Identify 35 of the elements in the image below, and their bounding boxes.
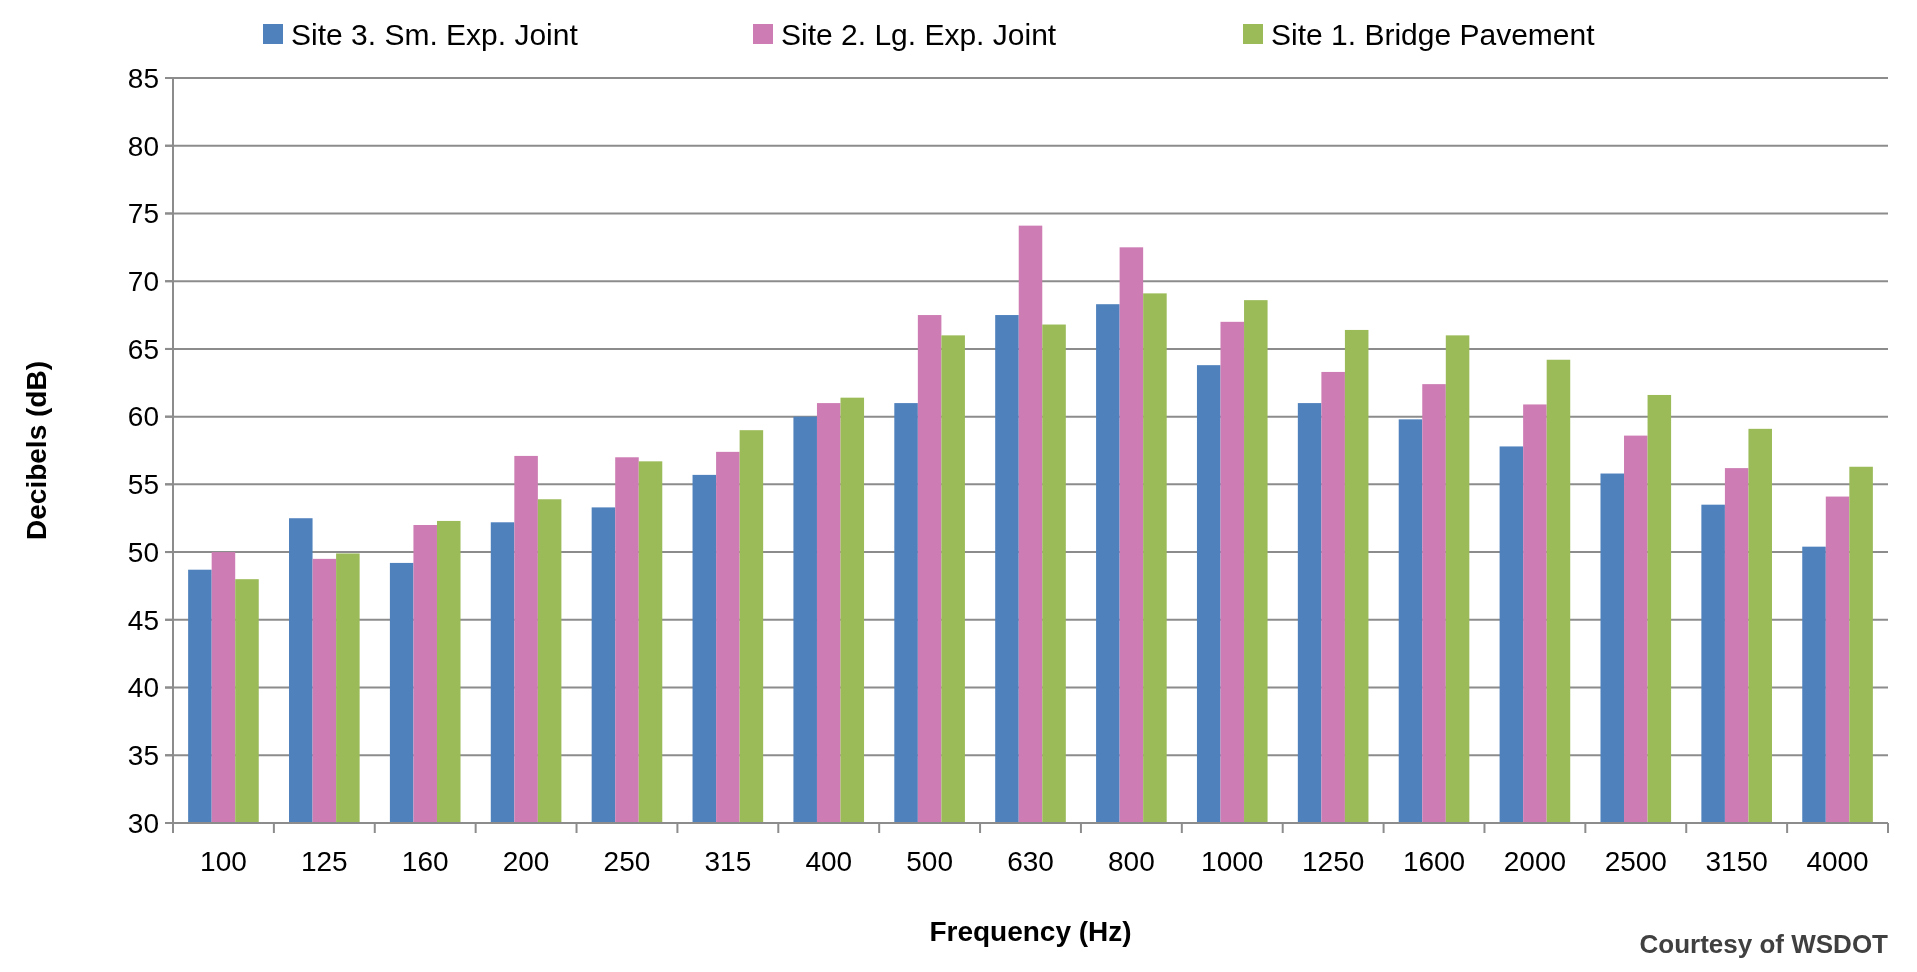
legend-label: Site 1. Bridge Pavement	[1271, 17, 1596, 51]
y-tick-label: 60	[127, 401, 159, 433]
x-tick-label: 1250	[1302, 846, 1365, 877]
x-tick-label: 3150	[1705, 846, 1768, 877]
y-tick-label: 65	[127, 333, 159, 365]
x-tick-label: 125	[300, 846, 348, 877]
y-tick-label: 30	[127, 807, 159, 839]
y-tick-label: 85	[127, 62, 159, 94]
x-tick-label: 500	[906, 846, 953, 877]
x-tick-label: 800	[1108, 846, 1155, 877]
y-axis-title: Decibels (dB)	[21, 361, 52, 540]
y-tick-label: 40	[127, 672, 159, 704]
x-tick-label: 400	[805, 846, 853, 877]
legend-label: Site 3. Sm. Exp. Joint	[291, 17, 579, 51]
x-tick-label: 2000	[1503, 846, 1567, 877]
y-tick-label: 50	[127, 536, 159, 568]
x-tick-label: 100	[200, 846, 247, 877]
x-axis-title: Frequency (Hz)	[929, 916, 1132, 947]
x-tick-label: 160	[401, 846, 449, 877]
y-tick-label: 75	[127, 198, 159, 230]
x-tick-label: 315	[704, 846, 752, 877]
x-tick-label: 1000	[1201, 846, 1264, 877]
y-tick-label: 70	[127, 265, 159, 297]
x-tick-label: 4000	[1806, 846, 1869, 877]
y-tick-label: 35	[127, 740, 159, 772]
legend-label: Site 2. Lg. Exp. Joint	[781, 17, 1057, 51]
x-tick-label: 200	[502, 846, 550, 877]
y-tick-label: 45	[127, 604, 159, 636]
y-tick-label: 80	[127, 130, 159, 162]
text: Courtesy of WSDOT	[1639, 929, 1889, 959]
y-tick-label: 55	[127, 469, 159, 501]
x-tick-label: 1600	[1402, 846, 1466, 877]
x-tick-label: 250	[603, 846, 651, 877]
x-tick-label: 630	[1007, 846, 1054, 877]
x-tick-label: 2500	[1604, 846, 1667, 877]
